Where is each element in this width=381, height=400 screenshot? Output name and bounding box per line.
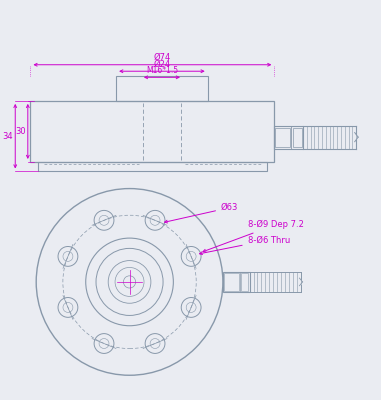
Text: 8-Ø9 Dep 7.2: 8-Ø9 Dep 7.2 [203, 220, 304, 252]
Text: 34: 34 [3, 132, 13, 141]
Text: Ø24: Ø24 [154, 60, 170, 69]
Text: Ø74: Ø74 [153, 53, 171, 62]
Text: 30: 30 [15, 127, 26, 136]
Text: Ø63: Ø63 [165, 203, 239, 223]
Text: M16*1.5: M16*1.5 [146, 66, 178, 76]
Text: 8-Ø6 Thru: 8-Ø6 Thru [200, 236, 290, 254]
